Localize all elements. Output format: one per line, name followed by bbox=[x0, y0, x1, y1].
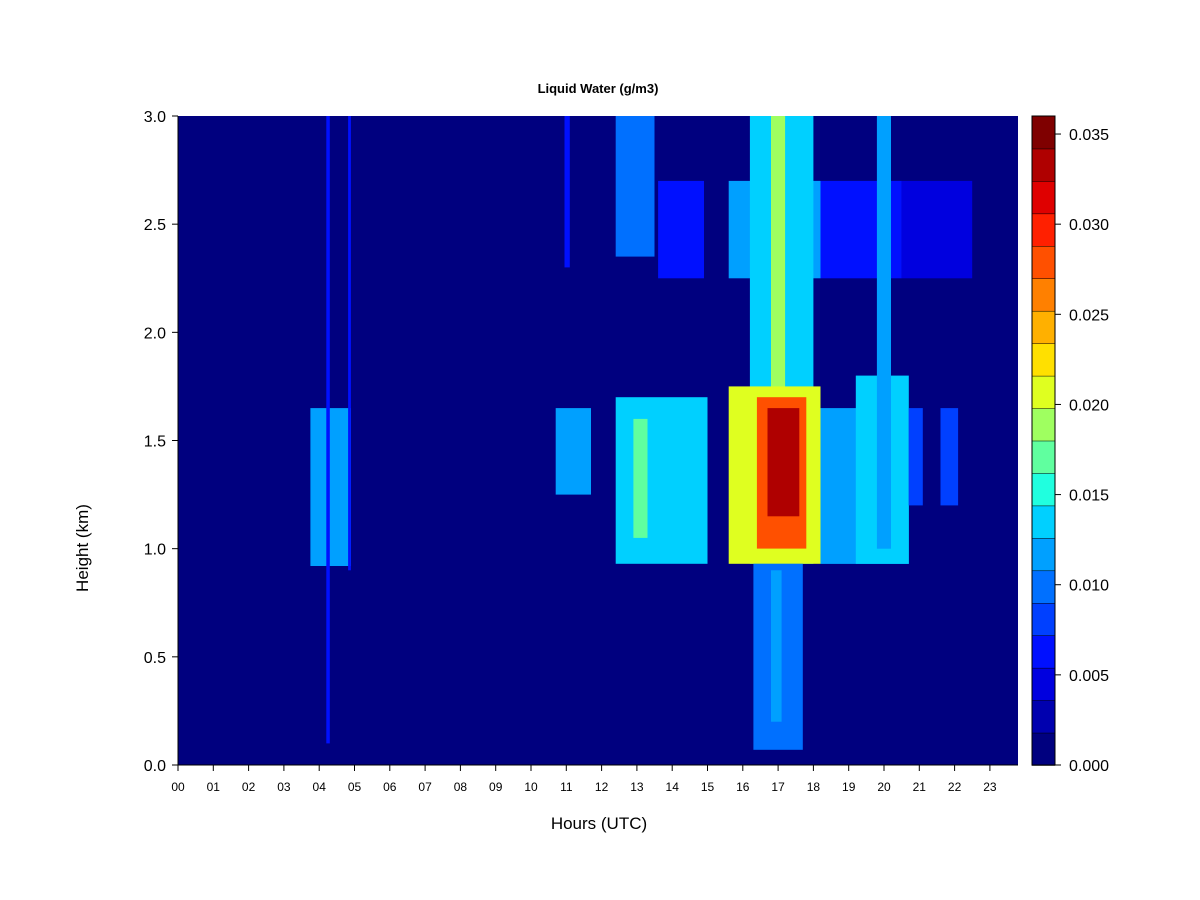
heatmap-cell-16 bbox=[771, 570, 782, 722]
x-tick-label-5: 05 bbox=[348, 780, 362, 794]
y-tick-label-0: 0.0 bbox=[144, 758, 166, 775]
colorbar-frame bbox=[1031, 115, 1056, 766]
chart-title: Liquid Water (g/m3) bbox=[538, 81, 659, 96]
heatmap-cell-2 bbox=[348, 116, 351, 571]
colorbar-swatch-5 bbox=[1031, 570, 1056, 604]
x-tick-label-7: 07 bbox=[418, 780, 432, 794]
colorbar-swatch-15 bbox=[1031, 245, 1056, 280]
x-tick-label-19: 19 bbox=[842, 780, 856, 794]
heatmap-cell-22 bbox=[908, 408, 923, 506]
heatmap-cell-3 bbox=[555, 408, 591, 495]
x-tick-label-23: 23 bbox=[983, 780, 997, 794]
heatmap-cell-23 bbox=[940, 408, 959, 506]
heatmap-cell-11 bbox=[771, 116, 786, 398]
plot-area bbox=[178, 116, 1018, 765]
heatmap-cell-7 bbox=[615, 397, 708, 564]
x-tick-label-0: 00 bbox=[171, 780, 185, 794]
colorbar-tick-label-7: 0.035 bbox=[1069, 127, 1109, 144]
x-tick-label-3: 03 bbox=[277, 780, 291, 794]
colorbar-swatch-18 bbox=[1031, 148, 1056, 182]
colorbar-swatch-2 bbox=[1031, 667, 1056, 701]
colorbar-swatch-11 bbox=[1031, 375, 1056, 409]
colorbar-swatch-0 bbox=[1031, 732, 1056, 766]
x-tick-label-13: 13 bbox=[630, 780, 644, 794]
x-tick-label-1: 01 bbox=[207, 780, 221, 794]
x-tick-label-9: 09 bbox=[489, 780, 503, 794]
x-tick-label-15: 15 bbox=[701, 780, 715, 794]
heatmap-cell-8 bbox=[633, 418, 648, 538]
x-tick-label-10: 10 bbox=[524, 780, 538, 794]
x-tick-label-8: 08 bbox=[454, 780, 468, 794]
heatmap-cell-18 bbox=[901, 180, 973, 279]
x-tick-label-12: 12 bbox=[595, 780, 609, 794]
colorbar-swatch-7 bbox=[1031, 505, 1056, 539]
y-tick-label-2: 1.0 bbox=[144, 542, 166, 559]
colorbar bbox=[1031, 115, 1056, 766]
x-tick-label-21: 21 bbox=[913, 780, 927, 794]
heatmap-cell-4 bbox=[564, 116, 570, 268]
x-tick-label-16: 16 bbox=[736, 780, 750, 794]
colorbar-tick-label-4: 0.020 bbox=[1069, 397, 1109, 414]
heatmap-cell-5 bbox=[615, 116, 655, 257]
heatmap-cell-0 bbox=[310, 408, 351, 566]
colorbar-swatch-6 bbox=[1031, 537, 1056, 572]
x-tick-label-14: 14 bbox=[666, 780, 680, 794]
y-tick-label-4: 2.0 bbox=[144, 325, 166, 342]
colorbar-swatch-12 bbox=[1031, 342, 1056, 377]
colorbar-tick-label-5: 0.025 bbox=[1069, 307, 1109, 324]
colorbar-swatch-16 bbox=[1031, 213, 1056, 247]
heatmap-cell-21 bbox=[876, 116, 891, 549]
colorbar-tick-label-2: 0.010 bbox=[1069, 578, 1109, 595]
x-tick-label-4: 04 bbox=[313, 780, 327, 794]
y-tick-label-5: 2.5 bbox=[144, 217, 166, 234]
x-axis: 00 01 02 03 04 05 06 07 08 09 10 11 12 13 14 15 16 17 18 19… bbox=[171, 764, 1018, 794]
x-tick-label-22: 22 bbox=[948, 780, 962, 794]
x-tick-label-6: 06 bbox=[383, 780, 397, 794]
heatmap-cells bbox=[310, 116, 973, 750]
y-tick-label-1: 0.5 bbox=[144, 650, 166, 667]
y-axis: 0.0 0.5 1.0 1.5 2.0 2.5 3.0 bbox=[144, 109, 179, 775]
colorbar-tick-label-0: 0.000 bbox=[1069, 758, 1109, 775]
heatmap-cell-6 bbox=[658, 180, 704, 279]
colorbar-swatch-3 bbox=[1031, 634, 1056, 669]
colorbar-swatch-19 bbox=[1031, 115, 1056, 150]
colorbar-ticks: 0.000 0.005 0.010 0.015 0.020 0.025 0.030 0.035 bbox=[1055, 127, 1109, 775]
y-axis-label: Height (km) bbox=[73, 504, 92, 592]
x-tick-label-17: 17 bbox=[771, 780, 785, 794]
colorbar-tick-label-3: 0.015 bbox=[1069, 488, 1109, 505]
colorbar-swatch-9 bbox=[1031, 440, 1056, 474]
colorbar-swatch-10 bbox=[1031, 407, 1056, 442]
colorbar-tick-label-1: 0.005 bbox=[1069, 668, 1109, 685]
x-tick-label-18: 18 bbox=[807, 780, 821, 794]
colorbar-swatch-13 bbox=[1031, 310, 1056, 344]
heatmap-cell-14 bbox=[767, 408, 800, 517]
x-tick-label-20: 20 bbox=[877, 780, 891, 794]
colorbar-tick-label-6: 0.030 bbox=[1069, 217, 1109, 234]
colorbar-swatch-14 bbox=[1031, 278, 1056, 312]
x-tick-label-2: 02 bbox=[242, 780, 256, 794]
colorbar-swatch-1 bbox=[1031, 699, 1056, 734]
y-tick-label-3: 1.5 bbox=[144, 434, 166, 451]
y-tick-label-6: 3.0 bbox=[144, 109, 166, 126]
colorbar-swatch-17 bbox=[1031, 180, 1056, 215]
colorbar-swatch-8 bbox=[1031, 472, 1056, 507]
colorbar-swatch-4 bbox=[1031, 602, 1056, 636]
x-tick-label-11: 11 bbox=[560, 780, 573, 794]
heatmap-cell-1 bbox=[326, 116, 330, 744]
x-axis-label: Hours (UTC) bbox=[551, 814, 647, 833]
